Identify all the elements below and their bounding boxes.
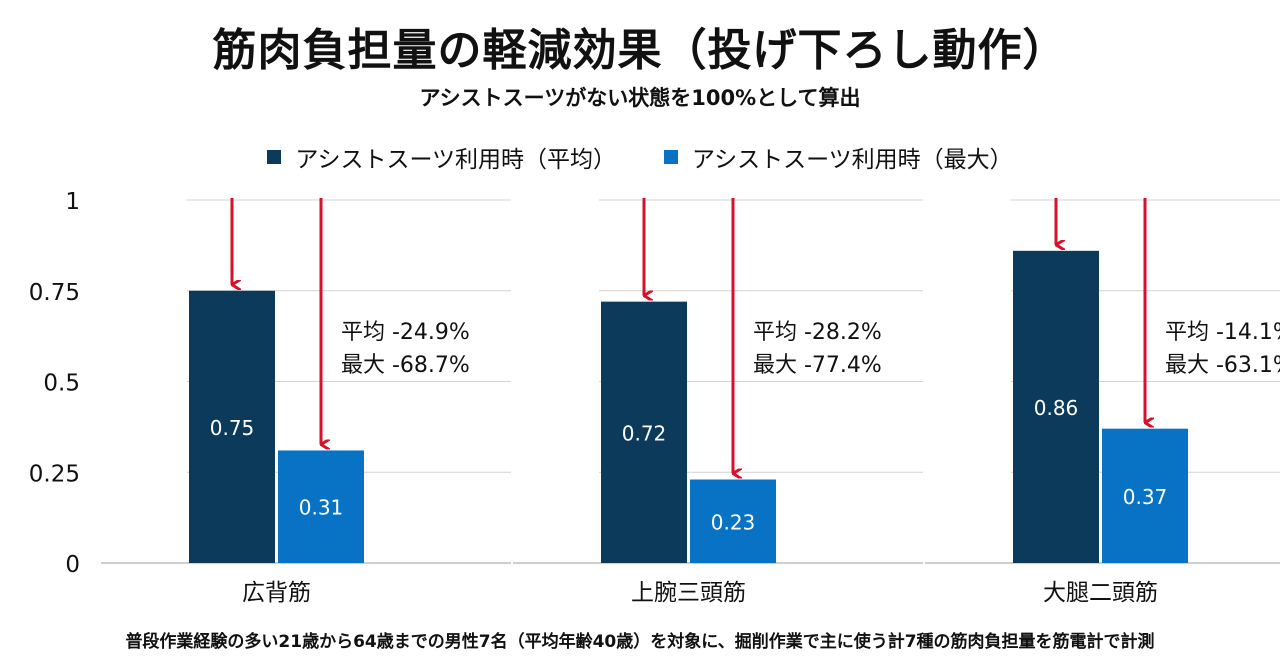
bar-value-label-avg: 0.86 <box>1034 396 1079 420</box>
x-category-label: 大腿二頭筋 <box>1043 580 1158 606</box>
annotation-avg-reduction: 平均 -14.1% <box>1165 320 1280 345</box>
chart-title: 筋肉負担量の軽減効果（投げ下ろし動作） <box>212 25 1068 76</box>
legend-label-max: アシストスーツ利用時（最大） <box>692 147 1013 173</box>
y-tick-label: 0.75 <box>29 280 80 306</box>
annotation-max-reduction: 最大 -63.1% <box>1165 353 1280 378</box>
bar-value-label-max: 0.37 <box>1123 485 1168 509</box>
footnote: 普段作業経験の多い21歳から64歳までの男性7名（平均年齢40歳）を対象に、掘削… <box>125 632 1155 652</box>
legend-label-avg: アシストスーツ利用時（平均） <box>295 147 616 173</box>
y-tick-label: 0 <box>65 552 80 578</box>
bar-max <box>278 450 364 563</box>
x-category-label: 広背筋 <box>242 580 311 606</box>
y-tick-label: 0.25 <box>29 461 80 487</box>
annotation-max-reduction: 最大 -77.4% <box>753 353 882 378</box>
chart-subtitle: アシストスーツがない状態を100%として算出 <box>419 86 861 110</box>
bar-avg <box>189 290 275 563</box>
bar-avg <box>1013 250 1099 563</box>
bar-value-label-avg: 0.75 <box>210 416 255 440</box>
annotation-avg-reduction: 平均 -24.9% <box>341 320 470 345</box>
legend-item-max: アシストスーツ利用時（最大） <box>664 140 1013 174</box>
legend-swatch-avg <box>267 150 282 164</box>
annotation-avg-reduction: 平均 -28.2% <box>753 320 882 345</box>
bar-value-label-max: 0.31 <box>299 496 344 520</box>
bar-max <box>690 479 776 563</box>
legend-item-avg: アシストスーツ利用時（平均） <box>267 140 616 174</box>
x-category-label: 上腕三頭筋 <box>631 580 746 606</box>
bar-value-label-avg: 0.72 <box>622 421 667 445</box>
legend: アシストスーツ利用時（平均） アシストスーツ利用時（最大） <box>0 140 1280 174</box>
bar-max <box>1102 428 1188 563</box>
legend-swatch-max <box>664 150 678 164</box>
y-tick-label: 0.5 <box>43 371 80 397</box>
bar-value-label-max: 0.23 <box>711 510 756 534</box>
y-tick-label: 1 <box>65 189 80 215</box>
bar-avg <box>601 301 687 563</box>
annotation-max-reduction: 最大 -68.7% <box>341 353 470 378</box>
